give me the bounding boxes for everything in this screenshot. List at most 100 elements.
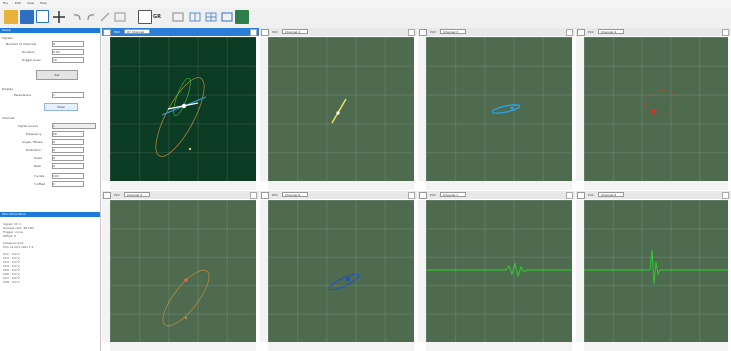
grid-icon[interactable] xyxy=(138,10,152,24)
duration-input[interactable]: 0.05 xyxy=(52,49,84,55)
plot-number-box xyxy=(261,192,269,199)
field-value: 0.05 xyxy=(53,50,60,54)
plot-label: Plot xyxy=(272,193,278,197)
add-plot-icon[interactable] xyxy=(235,10,249,24)
select-icon[interactable] xyxy=(36,10,49,23)
plot-panel-5[interactable]: Plot Channel 5 xyxy=(102,191,259,351)
channel-select[interactable]: Channel 7 xyxy=(440,192,466,197)
channels-input[interactable]: 8 xyxy=(52,41,84,47)
trace-point xyxy=(181,103,187,109)
field-value: 0 xyxy=(53,148,55,152)
y-offset-input[interactable]: 0 xyxy=(52,181,84,187)
y-axis xyxy=(260,200,268,342)
plot-number-box xyxy=(419,29,427,36)
y-scale-input[interactable]: 100 xyxy=(52,173,84,179)
persistence-input[interactable]: 1 xyxy=(52,92,84,98)
plot-canvas[interactable] xyxy=(268,200,414,342)
trigger-input[interactable]: 10 xyxy=(52,57,84,63)
signal-source-select[interactable]: 1 xyxy=(52,123,96,129)
plot-panel-1[interactable]: Plot XY Channel xyxy=(102,28,259,190)
trace-waveform xyxy=(584,249,728,285)
trace-point xyxy=(651,108,657,114)
layout-eight-icon[interactable] xyxy=(220,10,234,24)
plot-number-box xyxy=(103,29,111,36)
plot-canvas[interactable] xyxy=(110,37,256,181)
plot-label: Plot xyxy=(588,193,594,197)
plot-panel-8[interactable]: Plot Channel 8 xyxy=(576,191,731,351)
plot-canvas[interactable] xyxy=(584,200,728,342)
trace-display xyxy=(584,249,728,285)
plot-canvas[interactable] xyxy=(426,200,572,342)
field-value: 0 xyxy=(53,182,55,186)
channel-select[interactable]: Channel 4 xyxy=(598,29,624,34)
close-icon[interactable] xyxy=(722,192,729,199)
close-icon[interactable] xyxy=(408,29,415,36)
plot-grid xyxy=(110,200,256,342)
scale-input[interactable]: 0 xyxy=(52,155,84,161)
trace-point xyxy=(184,316,188,320)
plot-panel-7[interactable]: Plot Channel 7 xyxy=(418,191,575,351)
plot-canvas[interactable] xyxy=(584,37,728,181)
crosshair-icon[interactable] xyxy=(52,10,66,24)
close-icon[interactable] xyxy=(722,29,729,36)
display-section-title: Display xyxy=(2,87,14,91)
field-value: 8 xyxy=(53,42,55,46)
close-icon[interactable] xyxy=(408,192,415,199)
rate-input[interactable]: 0 xyxy=(52,163,84,169)
channel-select[interactable]: Channel 6 xyxy=(282,192,308,197)
plot-panel-6[interactable]: Plot Channel 6 xyxy=(260,191,417,351)
export-icon[interactable]: GR xyxy=(153,14,161,20)
info-line: Lissajous plot xyxy=(3,241,24,245)
plot-number-box xyxy=(577,29,585,36)
setup-header: Setup xyxy=(0,28,100,33)
info-line: Sample rate: 48 kHz xyxy=(3,226,34,230)
menu-view[interactable]: View xyxy=(27,1,35,5)
open-folder-icon[interactable] xyxy=(4,10,18,24)
menu-edit[interactable]: Edit xyxy=(15,1,21,5)
field-value: 0 xyxy=(53,140,55,144)
phase-input[interactable]: 0 xyxy=(52,139,84,145)
channel-select[interactable]: Channel 2 xyxy=(282,29,308,34)
layout-icon[interactable] xyxy=(113,10,127,24)
channel-select[interactable]: XY Channel xyxy=(124,29,150,34)
plot-number-box xyxy=(419,192,427,199)
plot-number-box xyxy=(103,192,111,199)
plot-canvas[interactable] xyxy=(426,37,572,181)
menu-help[interactable]: Help xyxy=(40,1,47,5)
zoom-fit-icon[interactable] xyxy=(171,10,185,24)
clear-button[interactable]: Clear xyxy=(44,103,78,111)
y-axis xyxy=(260,37,268,181)
plot-canvas[interactable] xyxy=(110,200,256,342)
info-line: Ch1 vs Ch2 ratio 1:1 xyxy=(3,245,34,249)
channel-select[interactable]: Channel 5 xyxy=(124,192,150,197)
toolbar: GR xyxy=(0,8,731,29)
plot-title-bar: Plot Channel 2 xyxy=(260,28,417,36)
field-value: 10 xyxy=(53,58,57,62)
plot-canvas[interactable] xyxy=(268,37,414,181)
x-axis xyxy=(268,181,414,190)
plot-panel-2[interactable]: Plot Channel 2 xyxy=(260,28,417,190)
layout-two-icon[interactable] xyxy=(188,10,202,24)
info-line: Ch8 : 0.0 V xyxy=(3,280,20,284)
plot-grid xyxy=(268,37,414,181)
channel-select[interactable]: Channel 8 xyxy=(598,192,624,197)
close-icon[interactable] xyxy=(566,29,573,36)
distortion-input[interactable]: 0 xyxy=(52,147,84,153)
redo-icon[interactable] xyxy=(84,10,98,24)
set-button[interactable]: Set xyxy=(36,70,78,80)
frequency-input[interactable]: 60 xyxy=(52,131,84,137)
close-icon[interactable] xyxy=(250,29,257,36)
channel-select[interactable]: Channel 3 xyxy=(440,29,466,34)
undo-icon[interactable] xyxy=(70,10,84,24)
layout-four-icon[interactable] xyxy=(204,10,218,24)
menu-bar: File Edit View Help xyxy=(0,0,731,8)
save-icon[interactable] xyxy=(20,10,34,24)
plot-panel-4[interactable]: Plot Channel 4 xyxy=(576,28,731,190)
plot-panel-3[interactable]: Plot Channel 3 xyxy=(418,28,575,190)
menu-file[interactable]: File xyxy=(3,1,9,5)
close-icon[interactable] xyxy=(566,192,573,199)
plot-title-bar: Plot Channel 8 xyxy=(576,191,731,199)
close-icon[interactable] xyxy=(250,192,257,199)
x-axis xyxy=(110,181,256,190)
brush-icon[interactable] xyxy=(98,10,112,24)
